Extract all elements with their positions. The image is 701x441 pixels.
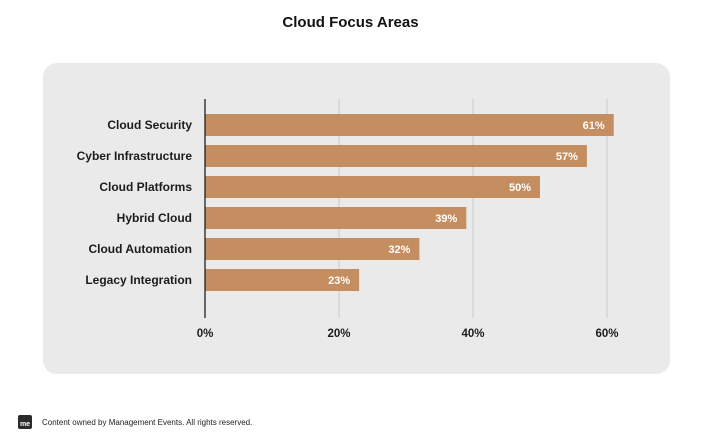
x-tick-labels: 0% 20% 40% 60% [197,328,619,340]
chart-title: Cloud Focus Areas [282,14,419,31]
bar-4 [205,238,420,260]
category-label-1: Cyber Infrastructure [77,149,193,163]
x-tick-label-3: 60% [595,328,618,340]
category-label-2: Cloud Platforms [99,180,192,194]
data-label-3: 39% [435,213,457,225]
category-labels: Cloud Security Cyber Infrastructure Cloud … [77,118,193,287]
data-label-5: 23% [328,275,350,287]
bar-0 [205,114,614,136]
copyright-text: Content owned by Management Events. All … [42,417,253,427]
data-label-4: 32% [388,244,410,256]
bars: 61% 57% 50% 39% 32% 23% [205,114,614,291]
x-tick-label-2: 40% [461,328,484,340]
logo-text: me [19,421,31,428]
data-label-1: 57% [556,151,578,163]
bar-2 [205,176,540,198]
x-tick-label-1: 20% [327,328,350,340]
category-label-5: Legacy Integration [85,273,192,287]
category-label-0: Cloud Security [107,118,192,132]
data-label-0: 61% [583,120,605,132]
category-label-4: Cloud Automation [88,242,192,256]
data-label-2: 50% [509,182,531,194]
x-tick-label-0: 0% [197,328,214,340]
footer: me Content owned by Management Events. A… [18,412,252,432]
category-label-3: Hybrid Cloud [117,211,192,225]
bar-3 [205,207,467,229]
bar-1 [205,145,587,167]
management-events-logo: me [18,415,32,429]
bar-5 [205,269,360,291]
